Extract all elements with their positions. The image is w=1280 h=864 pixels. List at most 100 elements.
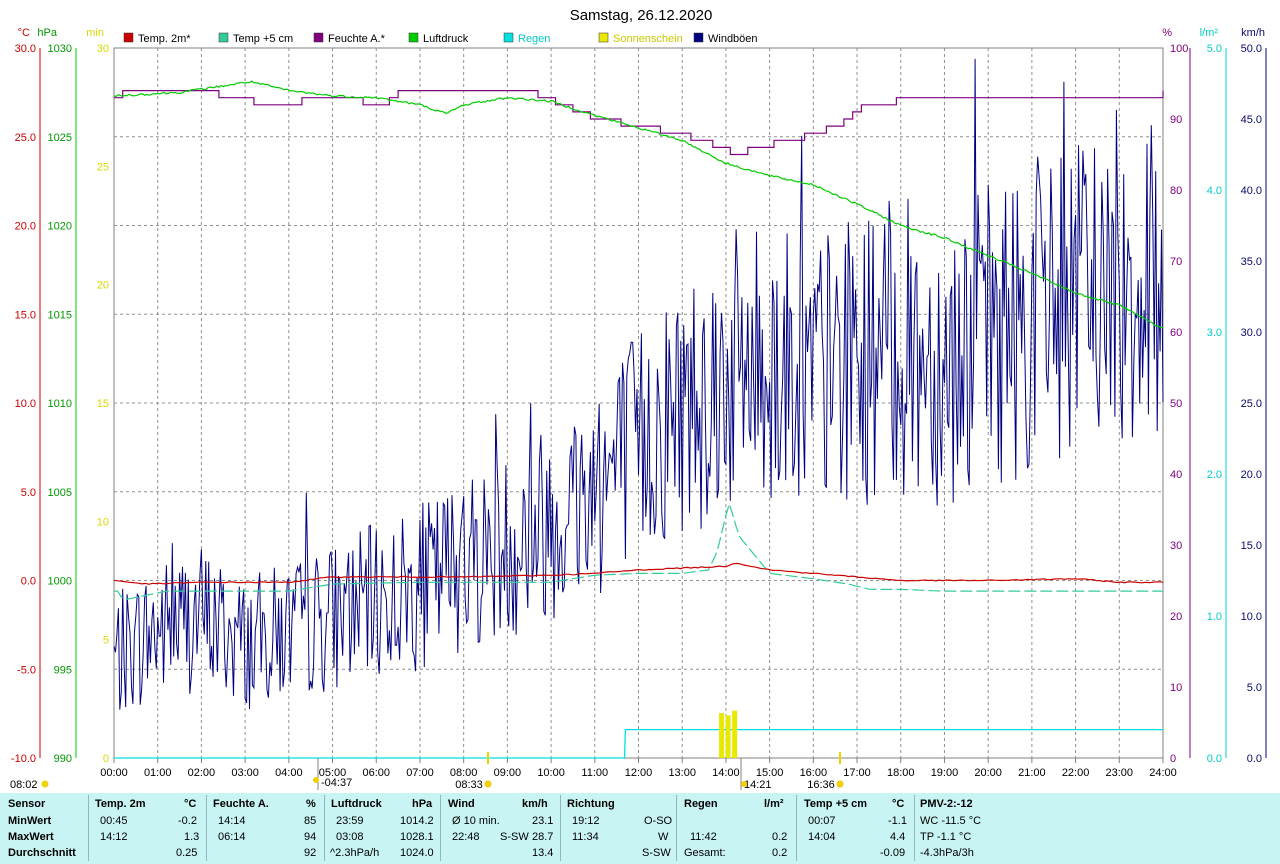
x-tick-label: 16:00 <box>800 767 828 779</box>
wind-header: Wind <box>448 798 475 810</box>
wind-avg: 13.4 <box>532 847 554 859</box>
humidity-tick: 10 <box>1170 682 1182 694</box>
noon-marker-label: 14:21 <box>744 779 772 791</box>
rain-tick: 3.0 <box>1207 327 1222 339</box>
rain-unit: l/m² <box>764 798 784 810</box>
direction-max-time: 11:34 <box>572 831 599 843</box>
x-tick-label: 20:00 <box>974 767 1002 779</box>
humidity-tick: 100 <box>1170 43 1188 55</box>
rain-tick: 1.0 <box>1207 611 1222 623</box>
row-max-label: MaxWert <box>8 831 54 843</box>
x-tick-label: 15:00 <box>756 767 784 779</box>
pressure-tick: 995 <box>54 664 72 676</box>
direction-min-time: 19:12 <box>572 815 600 827</box>
temp2m-unit: °C <box>184 798 197 810</box>
pressure-avg: 1024.0 <box>400 847 434 859</box>
legend-label: Feuchte A.* <box>328 33 386 45</box>
pressure-min: 1014.2 <box>400 815 434 827</box>
rain-max-time: 11:42 <box>690 831 717 843</box>
chart-title: Samstag, 26.12.2020 <box>570 7 713 24</box>
pressure-header: Luftdruck <box>331 798 382 810</box>
x-tick-label: 06:00 <box>362 767 390 779</box>
legend-label: Temp +5 cm <box>233 33 293 45</box>
x-tick-label: 00:00 <box>100 767 128 779</box>
temp2m-max-time: 14:12 <box>100 831 128 843</box>
humidity-avg: 92 <box>304 847 317 859</box>
pressure-min-time: 23:59 <box>336 815 364 827</box>
sunshine-bar <box>725 715 731 758</box>
axis-units: °C hPa min% l/m² km/h <box>18 27 1265 39</box>
temp-tick: 25.0 <box>15 132 36 144</box>
pressure-tick: 1020 <box>48 221 72 233</box>
x-tick-label: 09:00 <box>494 767 522 779</box>
temp-tick: -5.0 <box>17 664 36 676</box>
legend-label: Sonnenschein <box>613 33 683 45</box>
sun-icon <box>741 781 747 787</box>
temp-tick: 20.0 <box>15 221 36 233</box>
rain-tick: 5.0 <box>1207 43 1222 55</box>
humidity-unit: % <box>1162 27 1172 39</box>
wind-tick: 20.0 <box>1241 469 1262 481</box>
pmv-header: PMV-2:-12 <box>920 798 973 810</box>
x-tick-label: 02:00 <box>188 767 216 779</box>
humidity-header: Feuchte A. <box>213 798 269 810</box>
legend-swatch <box>503 32 514 43</box>
x-tick-label: 07:00 <box>406 767 434 779</box>
rain-tick: 0.0 <box>1207 753 1222 765</box>
wind-max-dir: S-SW <box>500 831 529 843</box>
sunshine-tick: 30 <box>97 43 109 55</box>
pressure-unit: hPa <box>412 798 433 810</box>
pressure-unit: hPa <box>37 27 57 39</box>
temp5-min: -1.1 <box>888 815 907 827</box>
humidity-tick: 90 <box>1170 114 1182 126</box>
wind-unit: km/h <box>1241 27 1265 39</box>
temp-tick: 5.0 <box>21 487 36 499</box>
sunshine-bar <box>719 713 725 758</box>
wind-max-time: 22:48 <box>452 831 480 843</box>
temp-tick: -10.0 <box>11 753 36 765</box>
legend-swatch <box>598 32 609 43</box>
time-markers: 08:02 -04:37 08:33 14:21 16:36 <box>10 752 844 791</box>
wind-tick: 30.0 <box>1241 327 1262 339</box>
pressure-trend: ^2.3hPa/h <box>330 847 380 859</box>
moonrise-marker-label: -04:37 <box>321 777 352 789</box>
pressure-tick: 1000 <box>48 576 72 588</box>
wind-avg10-label: Ø 10 min. <box>452 815 500 827</box>
humidity-tick: 50 <box>1170 398 1182 410</box>
temp2m-line <box>113 562 1164 585</box>
sunshine-tick: 10 <box>97 516 109 528</box>
temp-tick: 15.0 <box>15 309 36 321</box>
pmv-trend: -4.3hPa/3h <box>920 847 974 859</box>
temp5-avg: -0.09 <box>880 847 906 859</box>
sunshine-tick: 15 <box>97 398 109 410</box>
temp2m-max: 1.3 <box>184 831 200 843</box>
sensor-header: Sensor <box>8 798 46 810</box>
pmv-windchill: WC -11.5 °C <box>920 815 982 827</box>
wind-tick: 40.0 <box>1241 185 1262 197</box>
sun-icon <box>484 780 492 788</box>
humidity-tick: 30 <box>1170 540 1182 552</box>
humidity-min-time: 14:14 <box>218 815 246 827</box>
rain-max: 0.2 <box>772 831 788 843</box>
legend-label: Windböen <box>708 33 758 45</box>
direction-avg: S-SW <box>642 847 671 859</box>
row-avg-label: Durchschnitt <box>8 847 76 859</box>
x-tick-label: 14:00 <box>712 767 740 779</box>
sunshine-tick: 20 <box>97 280 109 292</box>
sunshine-unit: min <box>86 27 104 39</box>
x-tick-label: 03:00 <box>231 767 259 779</box>
temp5-max-time: 14:04 <box>808 831 836 843</box>
wind-tick: 15.0 <box>1241 540 1262 552</box>
pressure-tick: 1005 <box>48 487 72 499</box>
chart-legend: Temp. 2m* Temp +5 cm Feuchte A.* Luftdruck R… <box>123 32 758 45</box>
pressure-line <box>113 80 1164 329</box>
rain-total: 0.2 <box>772 847 788 859</box>
temp2m-min-time: 00:45 <box>100 815 128 827</box>
wind-tick: 35.0 <box>1241 256 1262 268</box>
pressure-tick: 990 <box>54 753 72 765</box>
x-axis: 00:00 01:00 02:00 03:00 04:00 05:00 06:00 07:00… <box>100 758 1177 779</box>
rain-total-label: Gesamt: <box>684 847 726 859</box>
sunshine-bar <box>732 710 738 758</box>
temp-tick: 30.0 <box>15 43 36 55</box>
humidity-tick: 40 <box>1170 469 1182 481</box>
